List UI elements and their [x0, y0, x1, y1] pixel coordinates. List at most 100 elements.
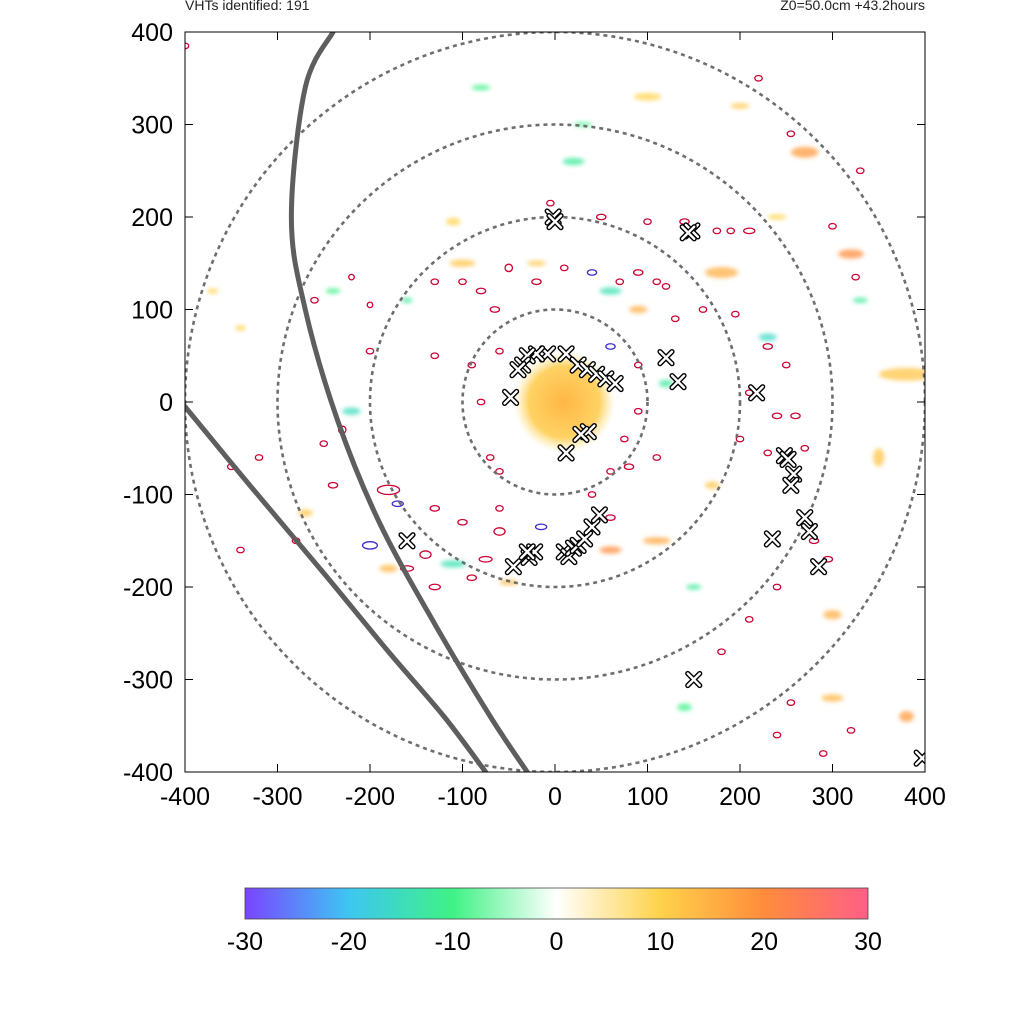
- contour-loop: [786, 130, 796, 138]
- contour-loop: [493, 527, 506, 536]
- contour-loop: [633, 407, 643, 415]
- contour-loop: [762, 343, 774, 350]
- contour-loop: [735, 435, 745, 443]
- field-blob: [633, 93, 662, 101]
- y-tick-label: -300: [123, 667, 173, 695]
- colorbar-tick-label: 0: [550, 928, 564, 956]
- contour-loop: [605, 343, 616, 350]
- contour-loop: [605, 514, 616, 522]
- vht-marker: [398, 532, 416, 550]
- vht-marker: [583, 518, 601, 536]
- contour-loop: [851, 273, 860, 281]
- vht-marker: [518, 347, 536, 365]
- contour-loop: [327, 481, 339, 489]
- eye-warm-core: [513, 351, 616, 453]
- contour-loop: [376, 484, 401, 496]
- contour-loop: [366, 301, 374, 309]
- colorbar: [244, 887, 869, 920]
- colorbar-ticks: -30 -20 -10 0 10 20 30: [227, 928, 882, 956]
- field-blob: [599, 546, 622, 554]
- vht-count-label: VHTs identified: 191: [185, 0, 310, 13]
- y-tick-label: -200: [123, 574, 173, 602]
- vht-marker: [685, 670, 703, 689]
- field-blob: [562, 157, 585, 166]
- field-blob: [297, 509, 313, 517]
- radius-ring: [461, 308, 649, 496]
- contour-loop: [712, 227, 722, 235]
- contour-loop: [615, 278, 625, 286]
- vht-marker: [800, 522, 818, 541]
- contour-loop: [478, 555, 493, 563]
- vht-markers: [398, 208, 925, 767]
- contour-loop: [786, 699, 796, 707]
- field-blob: [342, 407, 361, 415]
- x-tick-label: -300: [252, 783, 302, 811]
- vht-marker: [913, 749, 925, 767]
- x-tick-label: -100: [437, 783, 487, 811]
- x-tick-label: 400: [904, 783, 946, 811]
- contour-loop: [430, 278, 440, 286]
- field-blob: [873, 448, 885, 467]
- contour-loop: [606, 467, 615, 475]
- radius-ring: [276, 123, 834, 681]
- track-line: [185, 404, 489, 772]
- contour-loop: [670, 315, 680, 323]
- colorbar-tick-label: 30: [854, 928, 882, 956]
- contour-loop: [559, 264, 569, 272]
- contour-loop: [361, 541, 379, 550]
- field-blob: [471, 84, 491, 91]
- contour-loop: [531, 278, 542, 286]
- contour-loop: [754, 74, 763, 82]
- vht-marker: [557, 444, 575, 462]
- field-blob: [599, 287, 622, 295]
- field-blob: [234, 325, 247, 331]
- vht-marker: [657, 349, 675, 367]
- y-tick-label: 0: [159, 389, 173, 417]
- contour-loop: [781, 361, 791, 369]
- contour-loop: [698, 306, 708, 313]
- radius-ring: [368, 215, 742, 589]
- field-blob: [790, 146, 819, 158]
- contour-loop: [652, 278, 662, 286]
- field-blob: [401, 297, 413, 304]
- field-blob: [527, 260, 546, 267]
- vht-marker: [518, 543, 536, 561]
- vht-marker: [796, 509, 814, 527]
- contour-loop: [726, 227, 736, 235]
- vht-marker: [748, 384, 766, 402]
- field-blob: [704, 266, 739, 279]
- y-axis: 400 300 200 100 0 -100 -200 -300 -400: [123, 19, 925, 787]
- y-tick-label: 200: [131, 204, 173, 232]
- contour-loop: [489, 306, 501, 313]
- field-blob: [767, 214, 787, 220]
- y-tick-label: 100: [131, 297, 173, 325]
- contour-loop: [828, 222, 837, 230]
- field-blob: [730, 103, 750, 109]
- contour-loop: [595, 213, 607, 221]
- vht-marker: [597, 370, 615, 388]
- x-tick-label: 200: [719, 783, 761, 811]
- track-lines: [185, 32, 530, 772]
- contour-loop: [632, 269, 644, 276]
- vht-marker: [575, 530, 594, 548]
- y-tick-label: 400: [131, 19, 173, 47]
- vht-marker: [779, 450, 797, 468]
- field-blob: [440, 560, 467, 568]
- contour-loop: [236, 546, 245, 554]
- track-line: [288, 32, 530, 772]
- contour-loop: [310, 296, 319, 304]
- vht-marker: [588, 365, 606, 383]
- field-blob: [704, 481, 720, 489]
- contour-loop: [391, 500, 404, 508]
- contour-loop: [546, 199, 555, 207]
- colorbar-tick-label: -20: [331, 928, 367, 956]
- vht-marker: [509, 361, 527, 379]
- y-tick-label: -100: [123, 482, 173, 510]
- contour-loop: [485, 454, 495, 461]
- field-blob: [445, 217, 461, 226]
- contour-loop: [428, 583, 441, 591]
- vht-marker: [810, 558, 828, 576]
- field-blob: [207, 288, 219, 294]
- radius-rings: [185, 32, 925, 772]
- field-blob: [686, 584, 702, 590]
